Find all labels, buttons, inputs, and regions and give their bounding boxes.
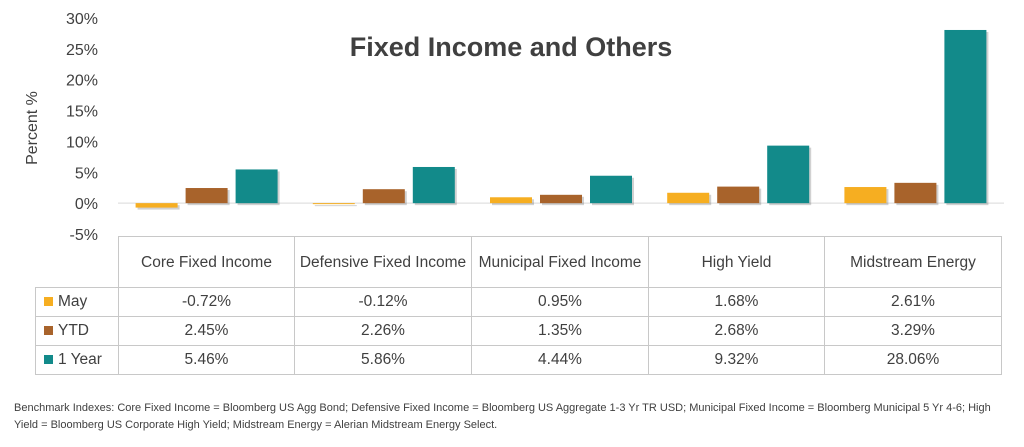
y-tick-label: 5% [75,165,98,182]
bar-may [490,197,532,204]
bar-may [667,192,710,204]
table-row: 1 Year 5.46% 5.86% 4.44% 9.32% 28.06% [35,345,1002,375]
table-cell: 1.68% [648,287,825,317]
table-header-cell: Midstream Energy [824,236,1002,288]
bar-may [135,203,178,208]
legend-entry-may: May [35,287,119,317]
bar-1-year [590,175,632,204]
table-header-cell: Core Fixed Income [118,236,295,288]
bar-ytd [362,189,405,204]
chart-title: Fixed Income and Others [350,32,673,62]
footnote: Benchmark Indexes: Core Fixed Income = B… [14,402,991,431]
bar-series-group [135,29,989,210]
bar-1-year [412,166,455,204]
y-tick-label: 30% [66,11,98,28]
legend-entry-ytd: YTD [35,316,119,346]
bar-ytd [185,188,228,204]
table-cell: 2.26% [294,316,472,346]
legend-label: YTD [58,322,89,339]
table-cell: 1.35% [471,316,649,346]
legend-entry-1-year: 1 Year [35,345,119,375]
y-tick-label: 0% [75,196,98,213]
legend-swatch [44,355,53,364]
bar-may [844,187,887,204]
y-tick-label: 25% [66,42,98,59]
table-cell: 5.86% [294,345,472,375]
table-cell: 2.45% [118,316,295,346]
table-row: YTD 2.45% 2.26% 1.35% 2.68% 3.29% [35,316,1002,346]
y-axis-label: Percent % [24,91,41,165]
table-cell: 0.95% [471,287,649,317]
table-corner [35,236,119,288]
table-row: May -0.72% -0.12% 0.95% 1.68% 2.61% [35,287,1002,317]
y-tick-label: 10% [66,134,98,151]
table-cell: 2.68% [648,316,825,346]
bar-1-year [944,29,987,204]
bar-1-year [235,169,278,204]
table-cell: 3.29% [824,316,1002,346]
table-header-row: Core Fixed Income Defensive Fixed Income… [35,236,1002,288]
bar-ytd [717,186,760,204]
bar-ytd [894,182,937,204]
table-cell: -0.72% [118,287,295,317]
table-header-cell: Defensive Fixed Income [294,236,472,288]
y-tick-label: 15% [66,104,98,121]
table-header-cell: Municipal Fixed Income [471,236,649,288]
bar-1-year [767,145,810,204]
y-tick-label: 20% [66,73,98,90]
legend-swatch [44,326,53,335]
bar-ytd [540,194,582,204]
legend-label: 1 Year [58,351,102,368]
data-table: Core Fixed Income Defensive Fixed Income… [35,236,1002,375]
table-cell: 28.06% [824,345,1002,375]
table-header-cell: High Yield [648,236,825,288]
bar-may [312,203,355,205]
y-axis-ticks: -5%0%5%10%15%20%25%30% [66,11,98,244]
bar-shadow [314,205,357,207]
table-cell: 5.46% [118,345,295,375]
table-cell: 9.32% [648,345,825,375]
table-cell: 2.61% [824,287,1002,317]
legend-label: May [58,293,88,310]
bar-chart: Fixed Income and Others Percent % -5%0%5… [24,11,1004,244]
legend-swatch [44,297,53,306]
table-cell: -0.12% [294,287,472,317]
table-cell: 4.44% [471,345,649,375]
